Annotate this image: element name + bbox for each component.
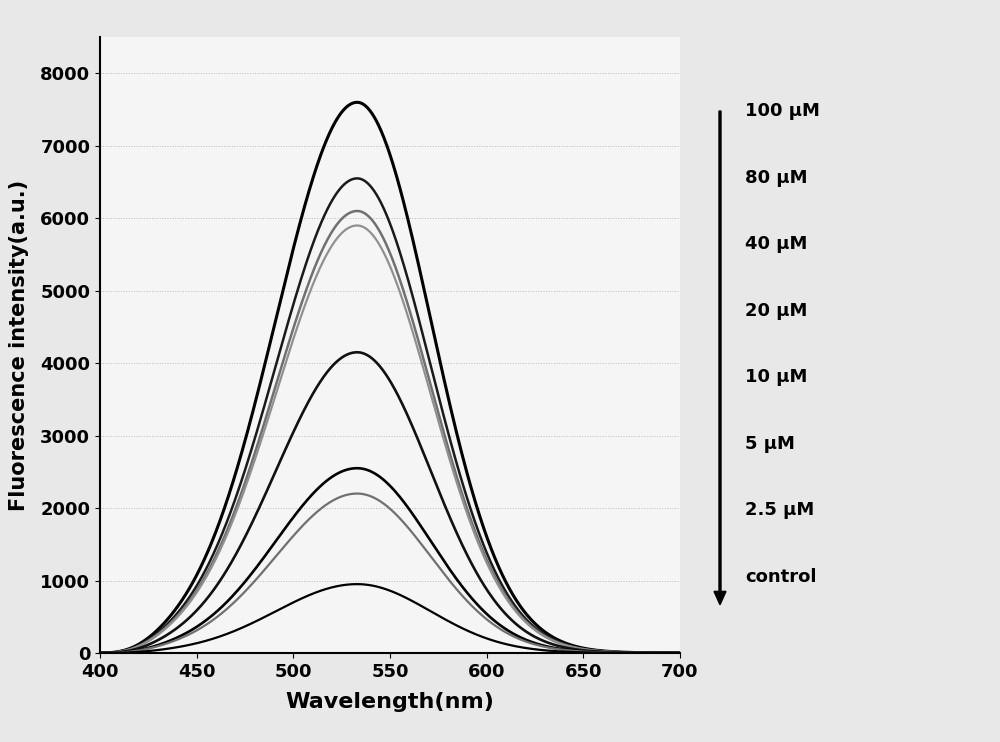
Text: 5 μM: 5 μM: [745, 435, 795, 453]
Text: 20 μM: 20 μM: [745, 301, 807, 320]
Text: 40 μM: 40 μM: [745, 235, 807, 253]
Text: 2.5 μM: 2.5 μM: [745, 501, 814, 519]
Y-axis label: Fluorescence intensity(a.u.): Fluorescence intensity(a.u.): [9, 180, 29, 510]
Text: 100 μM: 100 μM: [745, 102, 820, 120]
Text: 80 μM: 80 μM: [745, 168, 808, 186]
Text: control: control: [745, 568, 817, 585]
X-axis label: Wavelength(nm): Wavelength(nm): [286, 692, 494, 712]
Text: 10 μM: 10 μM: [745, 368, 807, 386]
